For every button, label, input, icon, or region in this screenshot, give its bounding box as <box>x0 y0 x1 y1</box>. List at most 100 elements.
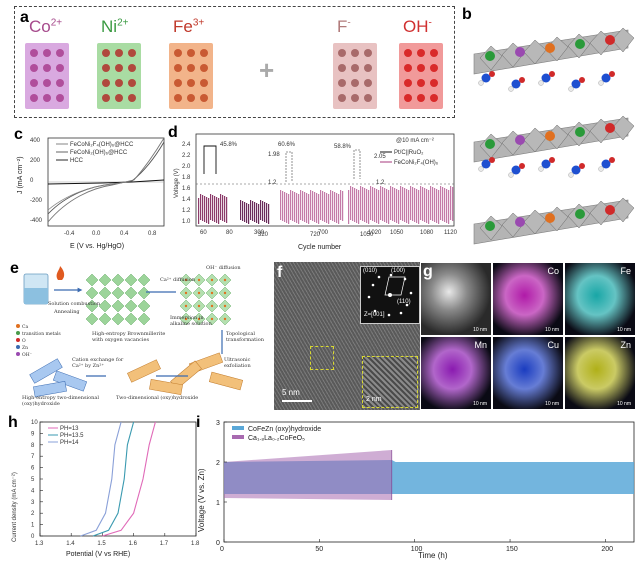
cycle-bar <box>388 190 390 224</box>
cycling-ytick: 1.6 <box>182 186 191 192</box>
hydrogen-atom <box>508 172 514 178</box>
panel-c: c FeCoNi₂F₄(OH)₆@HCC FeCoNi₂(OH)₆@HCC HCC … <box>12 124 168 252</box>
ca-ion <box>223 317 227 321</box>
cycle-bar <box>398 190 400 224</box>
ca-ion <box>197 304 201 308</box>
cycling-legend-label: Pt/C||RuO₂ <box>394 150 424 156</box>
nanosheet <box>29 358 63 384</box>
cycle-bar <box>330 190 332 220</box>
cycle-bar <box>378 190 380 224</box>
cycle-bar <box>410 186 412 220</box>
metal-atom <box>605 205 615 215</box>
legend-swatch <box>16 352 20 356</box>
ion-dot <box>102 94 110 102</box>
hydrogen-atom <box>538 166 544 172</box>
ion-dot <box>417 94 425 102</box>
cycle-bar <box>202 195 204 221</box>
cycle-bar <box>334 192 336 222</box>
eds-element-label: Zn <box>620 340 631 350</box>
cycling-annotation: 1.2 <box>268 180 277 186</box>
legend-label: Ca <box>22 325 29 330</box>
ca-ion <box>184 278 188 282</box>
panel-c-label: c <box>14 126 23 143</box>
eds-scalebar-label: 10 nm <box>545 401 559 407</box>
cycling-xtick: 80 <box>226 230 233 236</box>
cycle-bar <box>262 201 264 221</box>
ca-ion <box>184 317 188 321</box>
cycle-bar <box>214 196 216 222</box>
ion-label-ni: Ni2+ <box>101 17 129 36</box>
stability-xtick: 50 <box>315 546 323 553</box>
lsv-ytick: 8 <box>31 443 35 449</box>
cycle-bar <box>246 203 248 223</box>
eds-element-label: Fe <box>620 266 631 276</box>
panel-i-label: i <box>196 414 201 431</box>
cycle-bar <box>220 194 222 220</box>
hydrogen-atom <box>549 71 555 77</box>
ca-ion <box>210 291 214 295</box>
cycle-bar <box>326 193 328 223</box>
stability-xtick: 150 <box>506 546 518 553</box>
cycle-bar <box>308 194 310 224</box>
cycle-bar <box>324 192 326 222</box>
lattice-octahedron <box>111 312 125 326</box>
roi-box <box>310 346 334 370</box>
cycle-bar <box>266 203 268 223</box>
stability-legend-label: CoFeZn (oxy)hydroxide <box>248 426 321 433</box>
ion-dot <box>30 94 38 102</box>
cycle-bar <box>260 200 262 220</box>
cycling-ytick: 1.2 <box>182 208 191 214</box>
eds-element-label: Cu <box>547 340 559 350</box>
cycle-bar <box>284 192 286 222</box>
legend-swatch <box>16 324 20 328</box>
eds-element-label: Mn <box>474 340 487 350</box>
hydrogen-atom <box>489 71 495 77</box>
ion-dot <box>364 79 372 87</box>
cycle-bar <box>384 188 386 222</box>
ion-dot <box>187 49 195 57</box>
step-ca-diffusion: Ca²⁺ diffusion <box>160 277 196 283</box>
step-brownmillerite: High-entropy Brownmillerite with oxygen … <box>92 331 166 343</box>
schematic-legend-item: Zn <box>16 345 61 352</box>
ca-ion <box>197 278 201 282</box>
eds-map-zn: Zn 10 nm <box>564 336 636 410</box>
panel-g: 10 nm Co 10 nm Fe 10 nm Mn 10 nm Cu 10 nm Zn 10 nm… <box>420 262 638 410</box>
ion-grid-co <box>25 43 69 109</box>
lsv-ytick: 0 <box>31 534 35 540</box>
panel-h-label: h <box>8 414 18 431</box>
cycle-bar <box>286 193 288 223</box>
oxygen-atom <box>541 73 551 83</box>
eds-map-fe: Fe 10 nm <box>564 262 636 336</box>
metal-atom <box>515 135 525 145</box>
lsv-curve-2 <box>92 421 135 537</box>
panel-h: h 1.3 1.4 1.5 1.6 1.7 1.8 0 1 2 3 4 5 6 7 8 9 10 PH=13 PH… <box>8 414 202 560</box>
ion-dot <box>364 64 372 72</box>
cycle-bar <box>412 187 414 221</box>
ion-dot <box>404 49 412 57</box>
lsv-xtick: 1.7 <box>160 541 169 547</box>
ion-dot <box>102 64 110 72</box>
metal-atom <box>545 43 555 53</box>
cycle-bar <box>450 186 452 220</box>
cycle-bar <box>376 189 378 223</box>
flame-icon <box>56 266 65 280</box>
diffraction-spot <box>377 275 381 279</box>
cycle-bar <box>208 198 210 224</box>
ion-dot <box>102 49 110 57</box>
diffraction-spot <box>367 295 371 299</box>
eds-map-cu: Cu 10 nm <box>492 336 564 410</box>
schematic-legend-item: transition metals <box>16 331 61 338</box>
ion-dot <box>128 79 136 87</box>
lsv-legend-label: PH=13 <box>60 426 79 432</box>
lattice-octahedron <box>111 286 125 300</box>
ion-dot <box>364 49 372 57</box>
cycle-bar <box>248 204 250 224</box>
cycle-bar <box>204 196 206 222</box>
hydrogen-atom <box>609 157 615 163</box>
lsv-xtick: 1.8 <box>191 541 200 547</box>
ion-dot <box>364 94 372 102</box>
octahedron <box>545 206 569 232</box>
cv-xlabel: E (V vs. Hg/HgO) <box>70 243 124 250</box>
legend-swatch <box>16 338 20 342</box>
